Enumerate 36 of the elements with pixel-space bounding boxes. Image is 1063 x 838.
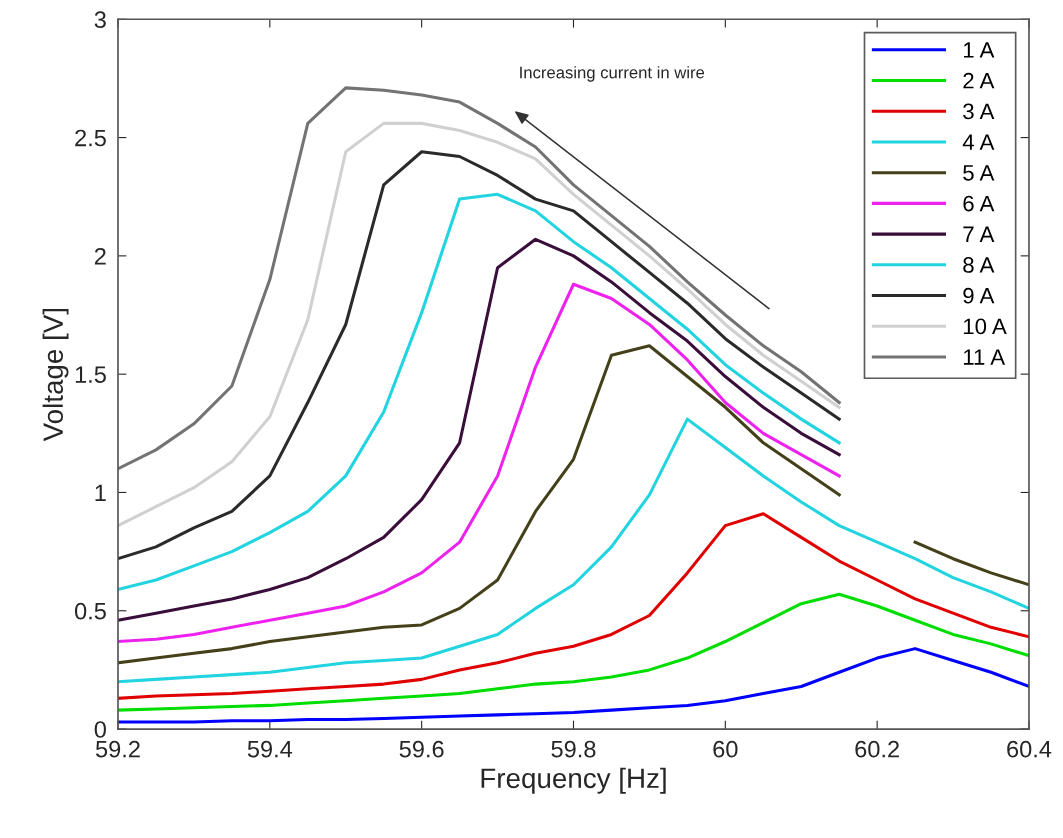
legend-label: 9 A <box>963 287 995 304</box>
y-tick-label: 0.5 <box>74 602 106 620</box>
x-tick-label: 59.8 <box>551 740 596 758</box>
legend-label: 6 A <box>963 195 995 212</box>
y-tick-label: 2.5 <box>75 129 106 147</box>
x-tick-label: 59.6 <box>399 740 444 758</box>
line-series <box>117 282 841 644</box>
legend-label: 8 A <box>963 257 995 273</box>
annotation: Increasing current in wire <box>520 66 705 82</box>
legend-label: 7 A <box>963 226 995 242</box>
y-tick-label: 3 <box>94 11 106 29</box>
legend-label: 1 A <box>963 42 995 58</box>
x-tick-label: 59.4 <box>247 740 293 758</box>
line-series <box>117 512 1029 700</box>
x-axis-title: Frequency [Hz] <box>481 767 666 794</box>
x-tick-label: 60.2 <box>855 740 899 758</box>
line-series <box>117 592 1029 712</box>
x-tick-label: 60 <box>713 740 738 758</box>
y-axis-title: Voltage [V] <box>42 308 69 442</box>
y-tick-label: 0 <box>94 721 106 738</box>
x-tick-label: 59.2 <box>95 740 140 758</box>
legend-label: 11 A <box>963 349 1006 365</box>
legend-label: 5 A <box>963 165 995 181</box>
y-tick-label: 2 <box>94 247 106 265</box>
legend-label: 2 A <box>963 72 995 89</box>
line-series <box>117 86 841 471</box>
legend-label: 4 A <box>962 134 995 150</box>
x-tick-label: 60.4 <box>1007 740 1052 758</box>
line-series <box>117 417 1029 684</box>
y-tick-label: 1 <box>95 484 106 502</box>
legend-label: 3 A <box>963 103 995 120</box>
legend-label: 10 A <box>963 318 1007 335</box>
line-series <box>117 647 1029 724</box>
y-tick-label: 1.5 <box>75 366 106 383</box>
line-series <box>117 192 841 591</box>
line-series <box>117 237 841 622</box>
